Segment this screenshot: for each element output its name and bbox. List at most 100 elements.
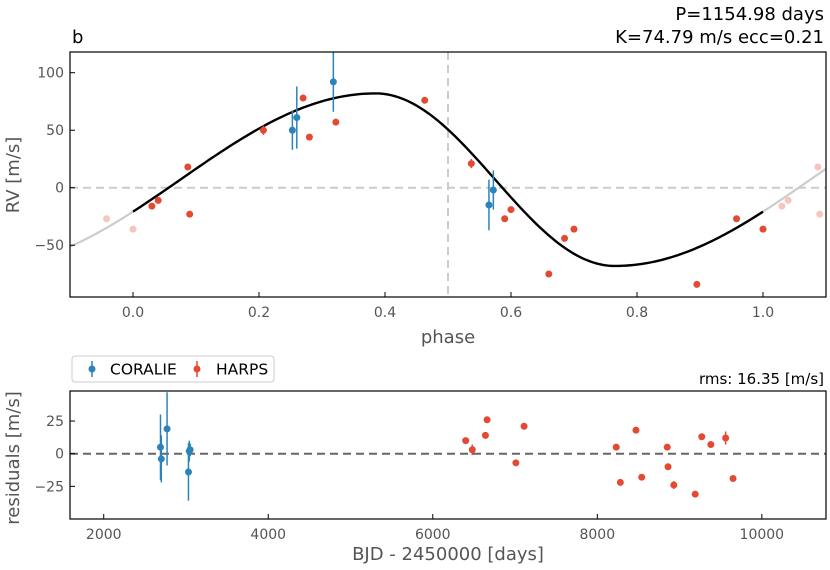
- coralie-point-4: [489, 186, 497, 194]
- residual-coralie-point-0: [156, 443, 164, 451]
- legend: CORALIE HARPS: [71, 355, 275, 383]
- coralie-point-1: [293, 114, 301, 122]
- phase-x-tick-label: 0.2: [248, 305, 270, 321]
- phase-wrapped-copies-point-2: [778, 202, 786, 210]
- residuals-panel: rms: 16.35 [m/s] 2000 4000 6000 8000 10000 −…: [3, 370, 827, 565]
- phase-x-tick-label: 0.6: [500, 305, 522, 321]
- residuals-y-tick-label: −25: [34, 479, 64, 495]
- residuals-x-tick-label: 8000: [579, 527, 615, 543]
- residuals-y-tick-label: 0: [55, 447, 64, 463]
- harps-point-0: [148, 202, 156, 210]
- residual-harps-point-9: [638, 473, 646, 481]
- coralie-point-2: [329, 78, 337, 86]
- phase-x-tick-label: 0.0: [122, 305, 144, 321]
- harps-point-11: [507, 206, 515, 214]
- residual-coralie-point-3: [184, 468, 192, 476]
- period-title: P=1154.98 days: [675, 4, 824, 25]
- residual-harps-point-2: [481, 431, 489, 439]
- residuals-y-tick-label: 25: [46, 414, 64, 430]
- legend-frame: [71, 355, 275, 383]
- phase-plot-frame: [69, 51, 827, 298]
- phase-wrapped-copies-point-3: [784, 196, 792, 204]
- phase-x-tick-label: 0.8: [626, 305, 648, 321]
- phase-panel: b P=1154.98 days K=74.79 m/s ecc=0.21 0.…: [3, 4, 827, 348]
- harps-point-8: [421, 96, 429, 104]
- model-curve-extension-left: [69, 210, 134, 248]
- residual-harps-point-14: [698, 433, 706, 441]
- phase-wrapped-copies-point-4: [814, 163, 822, 171]
- residual-harps-point-7: [616, 478, 624, 486]
- model-curve: [132, 92, 764, 268]
- harps-point-10: [501, 215, 509, 223]
- legend-coralie-marker: [88, 365, 96, 373]
- harps-point-13: [561, 234, 569, 242]
- legend-harps-marker: [193, 365, 201, 373]
- harps-point-3: [186, 210, 194, 218]
- phase-x-tick-label: 1.0: [752, 305, 774, 321]
- rms-label: rms: 16.35 [m/s]: [699, 370, 824, 388]
- residuals-y-ticks: −25 0 25: [34, 414, 75, 495]
- phase-y-tick-label: 50: [46, 123, 64, 139]
- residual-harps-point-3: [483, 416, 491, 424]
- phase-wrapped-copies-point-0: [103, 215, 111, 223]
- phase-wrapped-copies-point-5: [816, 210, 824, 218]
- harps-point-2: [184, 163, 192, 171]
- harps-point-14: [570, 225, 578, 233]
- legend-entry-harps: HARPS: [193, 361, 268, 379]
- residual-harps-point-11: [664, 463, 672, 471]
- residuals-plot-frame: [69, 390, 827, 520]
- harps-point-5: [299, 94, 307, 102]
- harps-point-15: [693, 280, 701, 288]
- harps-point-12: [545, 270, 553, 278]
- residual-harps-point-17: [729, 475, 737, 483]
- harps-point-7: [332, 118, 340, 126]
- phase-y-tick-label: 0: [55, 181, 64, 197]
- phase-wrapped-copies-point-1: [129, 225, 137, 233]
- harps-point-16: [733, 215, 741, 223]
- legend-coralie-label: CORALIE: [110, 361, 177, 379]
- residual-harps-point-12: [670, 481, 678, 489]
- phase-y-tick-label: −50: [34, 238, 64, 254]
- phase-x-tick-label: 0.4: [374, 305, 396, 321]
- model-curve-extension-right: [762, 167, 827, 213]
- residuals-plot-area: [70, 392, 826, 501]
- residual-coralie-point-2: [163, 425, 171, 433]
- phase-plot-area: [69, 52, 827, 297]
- k-ecc-title: K=74.79 m/s ecc=0.21: [615, 27, 824, 48]
- harps-point-4: [259, 126, 267, 134]
- residuals-x-tick-label: 6000: [415, 527, 451, 543]
- phase-x-axis-label: phase: [421, 327, 475, 348]
- phase-y-axis-label: RV [m/s]: [3, 137, 24, 214]
- harps-point-9: [467, 160, 475, 168]
- residual-harps-point-10: [663, 443, 671, 451]
- panel-label: b: [72, 27, 83, 48]
- residual-harps-point-1: [468, 446, 476, 454]
- residuals-y-axis-label: residuals [m/s]: [3, 391, 24, 524]
- residual-harps-point-8: [632, 426, 640, 434]
- coralie-point-3: [485, 201, 493, 209]
- residual-coralie-point-1: [157, 455, 165, 463]
- legend-entry-coralie: CORALIE: [88, 361, 177, 379]
- phase-x-ticks: 0.0 0.2 0.4 0.6 0.8 1.0: [122, 292, 774, 321]
- residuals-x-tick-label: 4000: [250, 527, 286, 543]
- residuals-x-tick-label: 10000: [740, 527, 785, 543]
- legend-harps-label: HARPS: [216, 361, 268, 379]
- residual-harps-point-0: [462, 437, 470, 445]
- harps-point-1: [154, 196, 162, 204]
- residuals-x-tick-label: 2000: [86, 527, 122, 543]
- residual-harps-point-13: [691, 490, 699, 498]
- phase-y-ticks: −50 0 50 100: [34, 66, 75, 254]
- residual-harps-point-5: [520, 422, 528, 430]
- residual-harps-point-16: [722, 434, 730, 442]
- residual-harps-point-6: [612, 443, 620, 451]
- residuals-x-ticks: 2000 4000 6000 8000 10000: [86, 514, 784, 543]
- harps-point-6: [305, 133, 313, 141]
- residual-harps-point-15: [707, 441, 715, 449]
- residual-coralie-point-5: [186, 446, 194, 454]
- coralie-point-0: [288, 126, 296, 134]
- phase-y-tick-label: 100: [37, 66, 64, 82]
- residuals-x-axis-label: BJD - 2450000 [days]: [352, 544, 544, 565]
- harps-point-17: [759, 225, 767, 233]
